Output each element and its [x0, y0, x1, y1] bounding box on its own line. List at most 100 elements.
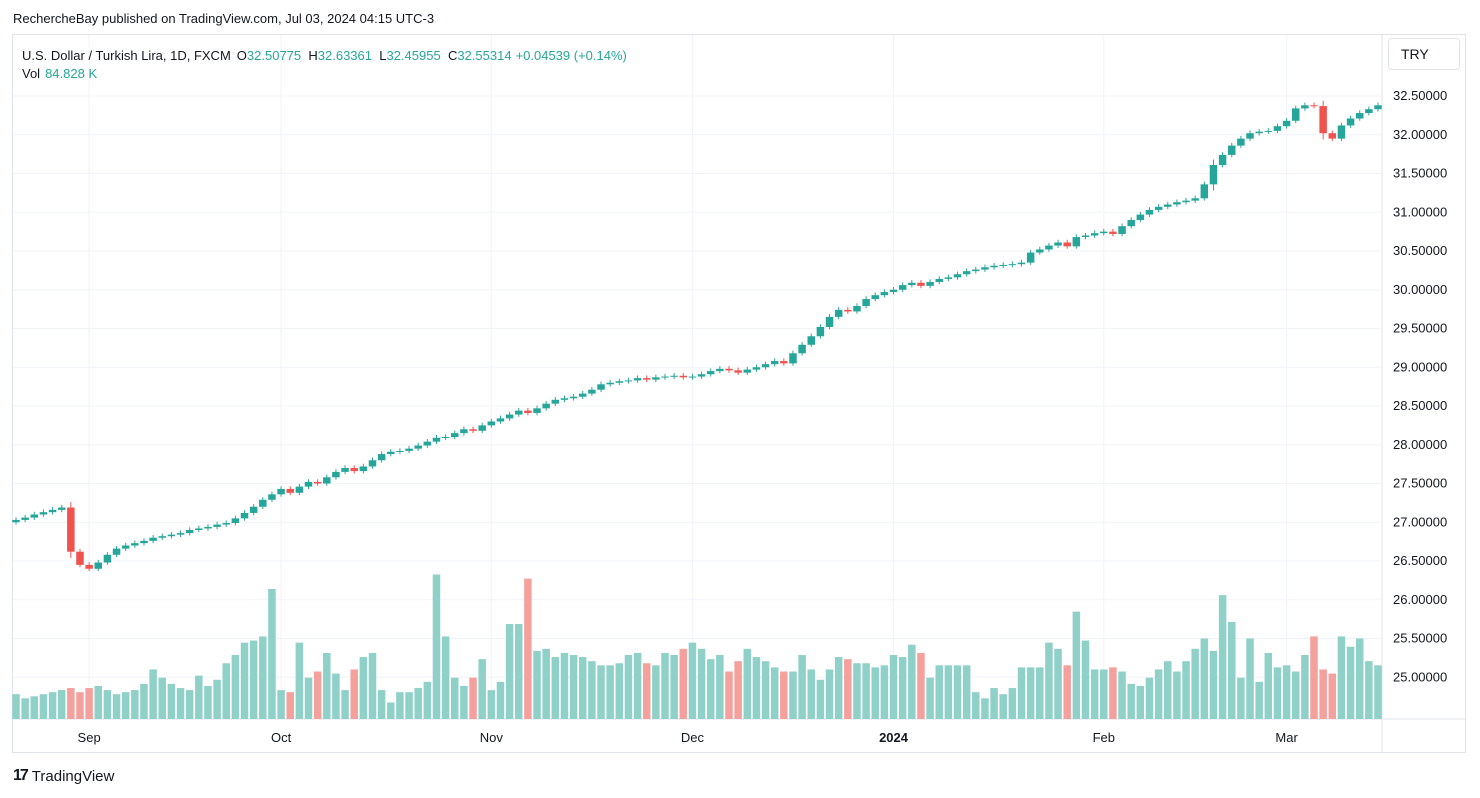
volume-bar: [862, 663, 870, 719]
candle-body: [990, 265, 998, 268]
volume-bar: [688, 642, 697, 719]
candle-body: [1291, 108, 1300, 121]
volume-bars: [12, 574, 1382, 719]
volume-bar: [1182, 661, 1190, 719]
symbol-title: U.S. Dollar / Turkish Lira, 1D, FXCM: [22, 48, 231, 63]
volume-bar: [679, 648, 688, 719]
price-tick-label: 31.50000: [1393, 166, 1447, 181]
volume-bar: [908, 644, 916, 719]
candle-body: [1374, 105, 1382, 110]
candle-body: [259, 499, 267, 507]
candle-body: [1273, 126, 1282, 131]
candle-body: [1264, 130, 1273, 132]
volume-bar: [121, 692, 130, 719]
candle-body: [478, 425, 486, 431]
candle-body: [1337, 125, 1346, 139]
volume-bar: [898, 657, 907, 719]
volume-bar: [213, 679, 221, 719]
candle-body: [597, 384, 605, 390]
volume-bar: [962, 665, 971, 719]
candle-body: [551, 399, 560, 404]
volume-bar: [103, 690, 112, 719]
volume-bar: [286, 692, 294, 719]
symbol-legend: U.S. Dollar / Turkish Lira, 1D, FXCM O32.…: [22, 46, 627, 66]
price-tick-label: 31.00000: [1393, 204, 1447, 219]
volume-bar: [48, 692, 57, 719]
candle-body: [1127, 220, 1135, 227]
candle-body: [889, 289, 898, 293]
candle-body: [505, 414, 514, 419]
candle-body: [158, 536, 167, 538]
candle-body: [624, 380, 633, 382]
candle-body: [1072, 237, 1081, 247]
price-tick-label: 32.50000: [1393, 88, 1447, 103]
volume-bar: [606, 665, 614, 719]
candle-body: [1063, 242, 1071, 247]
candle-body: [844, 309, 852, 312]
volume-bar: [926, 677, 934, 719]
open-value: 32.50775: [246, 48, 302, 63]
candle-body: [30, 514, 39, 518]
candle-body: [999, 264, 1007, 266]
candle-body: [716, 368, 724, 372]
volume-bar: [935, 665, 943, 719]
volume-bar: [67, 688, 75, 719]
candle-body: [1218, 154, 1227, 165]
volume-bar: [633, 652, 642, 719]
volume-bar: [578, 657, 587, 719]
candle-body: [1100, 231, 1108, 234]
time-tick-label: Mar: [1275, 730, 1298, 745]
volume-bar: [743, 648, 752, 719]
candle-body: [1008, 264, 1017, 266]
volume-bar: [158, 677, 167, 719]
volume-bar: [1036, 667, 1044, 719]
price-tick-label: 29.50000: [1393, 321, 1447, 336]
volume-bar: [1109, 667, 1117, 719]
volume-bar: [387, 702, 395, 719]
volume-bar: [396, 692, 404, 719]
volume-bar: [1218, 595, 1227, 719]
volume-bar: [597, 665, 605, 719]
candle-body: [770, 361, 779, 365]
candle-body: [121, 545, 130, 549]
candle-body: [1182, 200, 1190, 203]
publish-caption: RechercheBay published on TradingView.co…: [13, 11, 435, 26]
candle-body: [780, 361, 788, 364]
candle-body: [981, 267, 989, 270]
volume-bar: [999, 694, 1007, 719]
close-value: 32.55314: [457, 48, 512, 63]
candle-body: [917, 282, 925, 286]
candle-body: [825, 316, 834, 327]
candle-body: [57, 507, 66, 510]
volume-bar: [798, 655, 806, 719]
volume-bar: [313, 671, 322, 719]
currency-button[interactable]: TRY: [1388, 38, 1460, 70]
candle-body: [204, 526, 212, 529]
volume-bar: [432, 574, 441, 719]
candle-body: [670, 375, 678, 377]
volume-bar: [780, 671, 788, 719]
volume-legend: Vol 84.828 K: [22, 66, 97, 81]
volume-bar: [1127, 683, 1135, 719]
time-axis: Sep Oct Nov Dec 2024 Feb Mar: [78, 730, 1299, 745]
candle-body: [112, 548, 121, 555]
price-tick-label: 28.00000: [1393, 437, 1447, 452]
candle-body: [1246, 133, 1254, 139]
tradingview-footer[interactable]: 17 TradingView: [13, 767, 114, 785]
volume-bar: [844, 659, 852, 719]
volume-bar: [57, 690, 66, 719]
candle-body: [871, 295, 879, 300]
volume-bar: [1209, 650, 1218, 719]
candle-body: [94, 562, 103, 569]
candle-body: [85, 564, 93, 569]
candle-body: [1026, 252, 1035, 263]
volume-bar: [1026, 667, 1035, 719]
volume-bar: [249, 640, 258, 719]
candle-body: [1237, 138, 1245, 146]
candle-body: [734, 370, 742, 373]
volume-bar: [451, 677, 459, 719]
candle-body: [414, 445, 422, 449]
candle-body: [432, 437, 441, 442]
volume-bar: [405, 692, 413, 719]
